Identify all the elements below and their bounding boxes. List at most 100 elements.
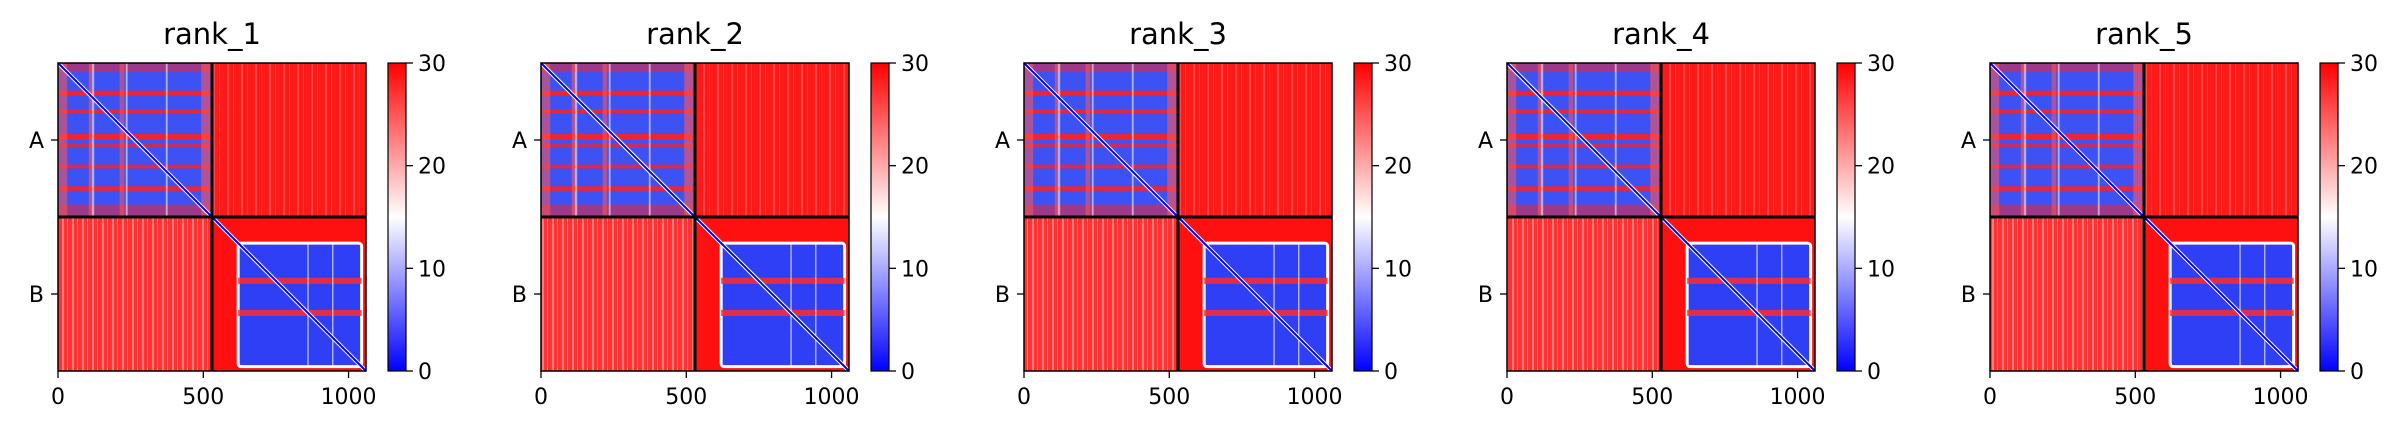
band-a-h-5 (58, 164, 212, 169)
cell-block-a-b (212, 63, 366, 217)
band-b-v-0 (1756, 243, 1758, 367)
colorbar-tick-label: 20 (1867, 155, 1895, 180)
band-a-h-0 (58, 63, 212, 73)
band-b-h-1 (2170, 309, 2294, 317)
x-tick-label: 500 (1148, 385, 1190, 410)
diagonal-b (1177, 216, 1333, 372)
colorbar-gradient (387, 62, 407, 372)
x-tick-label: 0 (1017, 385, 1031, 410)
band-a-h-1 (1024, 90, 1178, 96)
chain-label: A (1961, 129, 1976, 154)
band-a-h-2 (1024, 109, 1178, 114)
band-a-h-4 (1024, 143, 1178, 148)
colorbar: 0 10 20 30 (1353, 52, 1412, 385)
band-a-h-5 (1507, 164, 1661, 169)
panel-rank-1: rank_1 0 500 1000 A B 0 10 20 30 (29, 17, 446, 410)
colorbar-tick-label: 20 (901, 155, 929, 180)
band-a-h-7 (1990, 204, 2144, 217)
band-b-h-0 (721, 277, 845, 284)
band-a-w-1 (2057, 63, 2060, 217)
band-b-h-0 (2170, 277, 2294, 284)
colorbar-tick-label: 20 (418, 155, 446, 180)
chain-label: B (29, 283, 44, 308)
x-tick-label: 500 (1631, 385, 1673, 410)
band-a-w-0 (1057, 63, 1061, 217)
band-a-h-3 (1507, 133, 1661, 140)
x-tick-label: 1000 (1770, 385, 1826, 410)
band-a-h-0 (1507, 63, 1661, 73)
band-a-w-2 (2097, 63, 2100, 217)
band-a-w-1 (608, 63, 611, 217)
band-a-h-1 (1507, 90, 1661, 96)
panel-rank-4: rank_4 0 500 1000 A B 0 10 20 30 (1478, 17, 1895, 410)
colorbar-tick-label: 30 (2350, 52, 2378, 77)
band-b-v-0 (790, 243, 792, 367)
colorbar-tick-label: 0 (418, 360, 432, 385)
diagonal-b (1660, 216, 1816, 372)
band-a-h-0 (1990, 63, 2144, 73)
band-a-h-1 (58, 90, 212, 96)
band-a-w-1 (1091, 63, 1094, 217)
band-a-h-2 (541, 109, 695, 114)
band-a-v-2 (2051, 63, 2057, 217)
diagonal-a (1023, 62, 1179, 218)
colorbar-tick-label: 30 (418, 52, 446, 77)
band-a-h-3 (1990, 133, 2144, 140)
colorbar-tick-label: 0 (1384, 360, 1398, 385)
band-a-h-4 (1507, 143, 1661, 148)
x-tick-label: 1000 (321, 385, 377, 410)
x-tick-label: 0 (51, 385, 65, 410)
band-a-w-2 (165, 63, 168, 217)
panel-title: rank_1 (163, 17, 261, 51)
heatmap (1988, 61, 2300, 373)
x-tick-label: 0 (534, 385, 548, 410)
band-b-v-1 (2264, 243, 2266, 367)
colorbar-tick-label: 10 (1867, 257, 1895, 282)
colorbar-tick-label: 0 (1867, 360, 1881, 385)
chain-label: A (512, 129, 527, 154)
band-a-h-5 (1990, 164, 2144, 169)
band-a-w-2 (648, 63, 651, 217)
band-b-v-0 (2239, 243, 2241, 367)
band-b-h-0 (1687, 277, 1811, 284)
colorbar-tick-label: 10 (418, 257, 446, 282)
band-a-h-7 (58, 204, 212, 217)
band-a-h-4 (1990, 143, 2144, 148)
colorbar-tick-label: 10 (901, 257, 929, 282)
band-a-w-0 (91, 63, 95, 217)
band-a-v-3 (201, 63, 212, 217)
band-a-h-4 (58, 143, 212, 148)
band-a-v-0 (541, 63, 551, 217)
band-a-h-7 (1507, 204, 1661, 217)
colorbar-tick-label: 30 (901, 52, 929, 77)
diagonal-a (540, 62, 696, 218)
band-b-h-1 (238, 309, 362, 317)
band-a-h-7 (1024, 204, 1178, 217)
diagonal-b (2143, 216, 2299, 372)
band-a-v-3 (1650, 63, 1661, 217)
colorbar-tick-label: 20 (2350, 155, 2378, 180)
band-a-w-1 (1574, 63, 1577, 217)
axes-frame (1023, 62, 1333, 372)
heatmap (1505, 61, 1817, 373)
band-a-w-0 (1540, 63, 1544, 217)
band-a-v-2 (602, 63, 608, 217)
band-a-v-0 (1990, 63, 2000, 217)
cell-block-b-a (58, 217, 212, 371)
x-tick-label: 1000 (1287, 385, 1343, 410)
band-a-h-7 (541, 204, 695, 217)
panel-rank-3: rank_3 0 500 1000 A B 0 10 20 30 (995, 17, 1412, 410)
colorbar: 0 10 20 30 (870, 52, 929, 385)
chain-label: B (512, 283, 527, 308)
colorbar-tick-label: 0 (901, 360, 915, 385)
band-a-v-3 (1167, 63, 1178, 217)
chain-label: A (1478, 129, 1493, 154)
band-b-h-1 (1687, 309, 1811, 317)
diagonal-b (694, 216, 850, 372)
chain-label: B (1478, 283, 1493, 308)
band-a-w-2 (1614, 63, 1617, 217)
band-b-v-0 (1273, 243, 1275, 367)
band-a-h-3 (1024, 133, 1178, 140)
band-a-h-1 (1990, 90, 2144, 96)
